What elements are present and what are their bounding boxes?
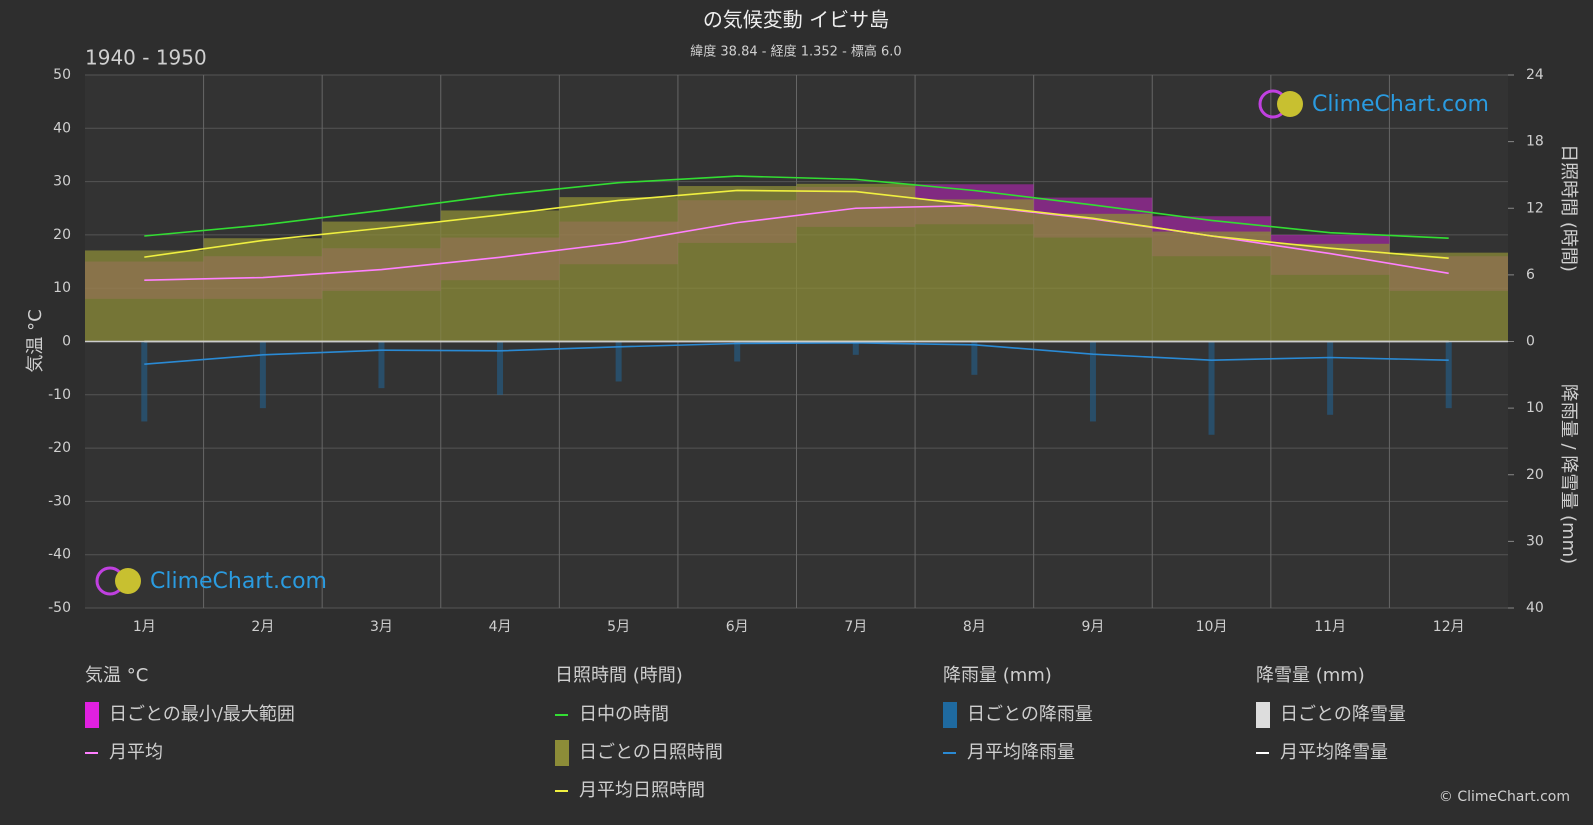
precip-bar bbox=[259, 341, 266, 409]
y2-tick-label: 6 bbox=[1526, 267, 1535, 283]
y-axis-label: 気温 °C bbox=[25, 309, 46, 372]
logo-icon bbox=[115, 568, 141, 594]
precip-bar bbox=[378, 341, 385, 389]
logo-top: ClimeChart.com bbox=[1258, 89, 1489, 119]
sunshine-area bbox=[1033, 213, 1153, 342]
line bbox=[144, 175, 1449, 240]
legend-label: 日ごとの降雪量 bbox=[1280, 704, 1406, 725]
x-tick-label: 11月 bbox=[1314, 619, 1346, 635]
precip-bar bbox=[615, 341, 622, 382]
legend-title: 降雨量 (mm) bbox=[943, 665, 1052, 686]
x-tick-label: 3月 bbox=[370, 619, 393, 635]
precip-bar bbox=[971, 341, 978, 375]
x-tick-label: 10月 bbox=[1196, 619, 1228, 635]
sunshine-area bbox=[915, 199, 1034, 342]
precip-bar bbox=[141, 341, 148, 422]
logo-icon bbox=[1277, 91, 1303, 117]
y-tick-label: -20 bbox=[48, 440, 71, 456]
sunshine-area bbox=[203, 238, 323, 342]
legend-swatch bbox=[85, 702, 99, 728]
logo-bottom: ClimeChart.com bbox=[95, 566, 327, 596]
legend-label: 日中の時間 bbox=[579, 704, 669, 725]
y2-axis-label: 日照時間 (時間) bbox=[1558, 144, 1579, 272]
x-tick-label: 1月 bbox=[133, 619, 156, 635]
sunshine-area bbox=[559, 197, 678, 342]
y-tick-label: 40 bbox=[53, 120, 71, 136]
sunshine-area bbox=[322, 221, 441, 342]
sunshine-area bbox=[1152, 231, 1271, 342]
y3-tick-label: 20 bbox=[1526, 467, 1544, 483]
x-tick-label: 4月 bbox=[489, 619, 512, 635]
x-tick-label: 2月 bbox=[251, 619, 274, 635]
y2-tick-label: 12 bbox=[1526, 200, 1544, 216]
plot-area: -50 -40 -30 -20 -10 0 10 20 30 40 50 0 6 12 18 24 10 20 30… bbox=[48, 67, 1544, 635]
legend-label: 月平均 bbox=[109, 742, 163, 763]
precip-bar bbox=[734, 341, 741, 362]
x-tick-label: 6月 bbox=[726, 619, 749, 635]
precip-bar bbox=[1089, 341, 1096, 422]
legend-label: 月平均日照時間 bbox=[579, 780, 705, 801]
legend-title: 気温 °C bbox=[85, 665, 148, 686]
y3-tick-label: 40 bbox=[1526, 600, 1544, 616]
precip-bar bbox=[1327, 341, 1334, 415]
line bbox=[144, 342, 1449, 365]
legend-label: 日ごとの降雨量 bbox=[967, 704, 1093, 725]
x-tick-label: 7月 bbox=[844, 619, 867, 635]
legend-label: 月平均降雪量 bbox=[1280, 742, 1388, 763]
sunshine-area bbox=[1270, 243, 1390, 342]
legend-swatch bbox=[1256, 702, 1270, 728]
precip-bar bbox=[852, 341, 859, 355]
logo-text: ClimeChart.com bbox=[150, 569, 327, 594]
y-tick-label: 20 bbox=[53, 227, 71, 243]
line bbox=[144, 204, 1449, 282]
y3-tick-label: 30 bbox=[1526, 533, 1544, 549]
legend-swatch bbox=[943, 702, 957, 728]
y-tick-label: -40 bbox=[48, 547, 71, 563]
legend-title: 降雪量 (mm) bbox=[1256, 665, 1365, 686]
legend-label: 月平均降雨量 bbox=[967, 742, 1075, 763]
y-tick-label: 30 bbox=[53, 174, 71, 190]
legend-title: 日照時間 (時間) bbox=[555, 665, 683, 686]
legend-swatch bbox=[555, 740, 569, 766]
y-tick-label: 10 bbox=[53, 280, 71, 296]
sunshine-area bbox=[85, 250, 204, 342]
sunshine-area bbox=[796, 183, 916, 342]
x-tick-label: 5月 bbox=[607, 619, 630, 635]
chart-title: の気候変動 イビサ島 bbox=[703, 8, 889, 32]
y-tick-label: -30 bbox=[48, 493, 71, 509]
y2-tick-label: 18 bbox=[1526, 134, 1544, 150]
precip-bar bbox=[1208, 341, 1215, 435]
line bbox=[144, 189, 1449, 260]
y2-tick-label: 0 bbox=[1526, 334, 1535, 350]
precip-bar bbox=[497, 341, 504, 395]
chart-subtitle: 緯度 38.84 - 経度 1.352 - 標高 6.0 bbox=[690, 44, 901, 60]
sunshine-area bbox=[677, 186, 797, 342]
x-tick-label: 8月 bbox=[963, 619, 986, 635]
y-tick-label: 50 bbox=[53, 67, 71, 83]
x-tick-label: 9月 bbox=[1081, 619, 1104, 635]
copyright: © ClimeChart.com bbox=[1439, 789, 1570, 805]
y-tick-label: 0 bbox=[62, 334, 71, 350]
y-tick-label: -10 bbox=[48, 387, 71, 403]
precip-bar bbox=[1445, 341, 1452, 409]
y3-axis-label: 降雨量 / 降雪量 (mm) bbox=[1558, 384, 1579, 564]
x-tick-label: 12月 bbox=[1433, 619, 1465, 635]
y2-tick-label: 24 bbox=[1526, 67, 1544, 83]
legend-label: 日ごとの最小/最大範囲 bbox=[109, 704, 295, 725]
y3-tick-label: 10 bbox=[1526, 400, 1544, 416]
legend-label: 日ごとの日照時間 bbox=[579, 742, 723, 763]
logo-text: ClimeChart.com bbox=[1312, 92, 1489, 117]
y-tick-label: -50 bbox=[48, 600, 71, 616]
sunshine-area bbox=[440, 210, 560, 342]
period: 1940 - 1950 bbox=[85, 46, 207, 70]
